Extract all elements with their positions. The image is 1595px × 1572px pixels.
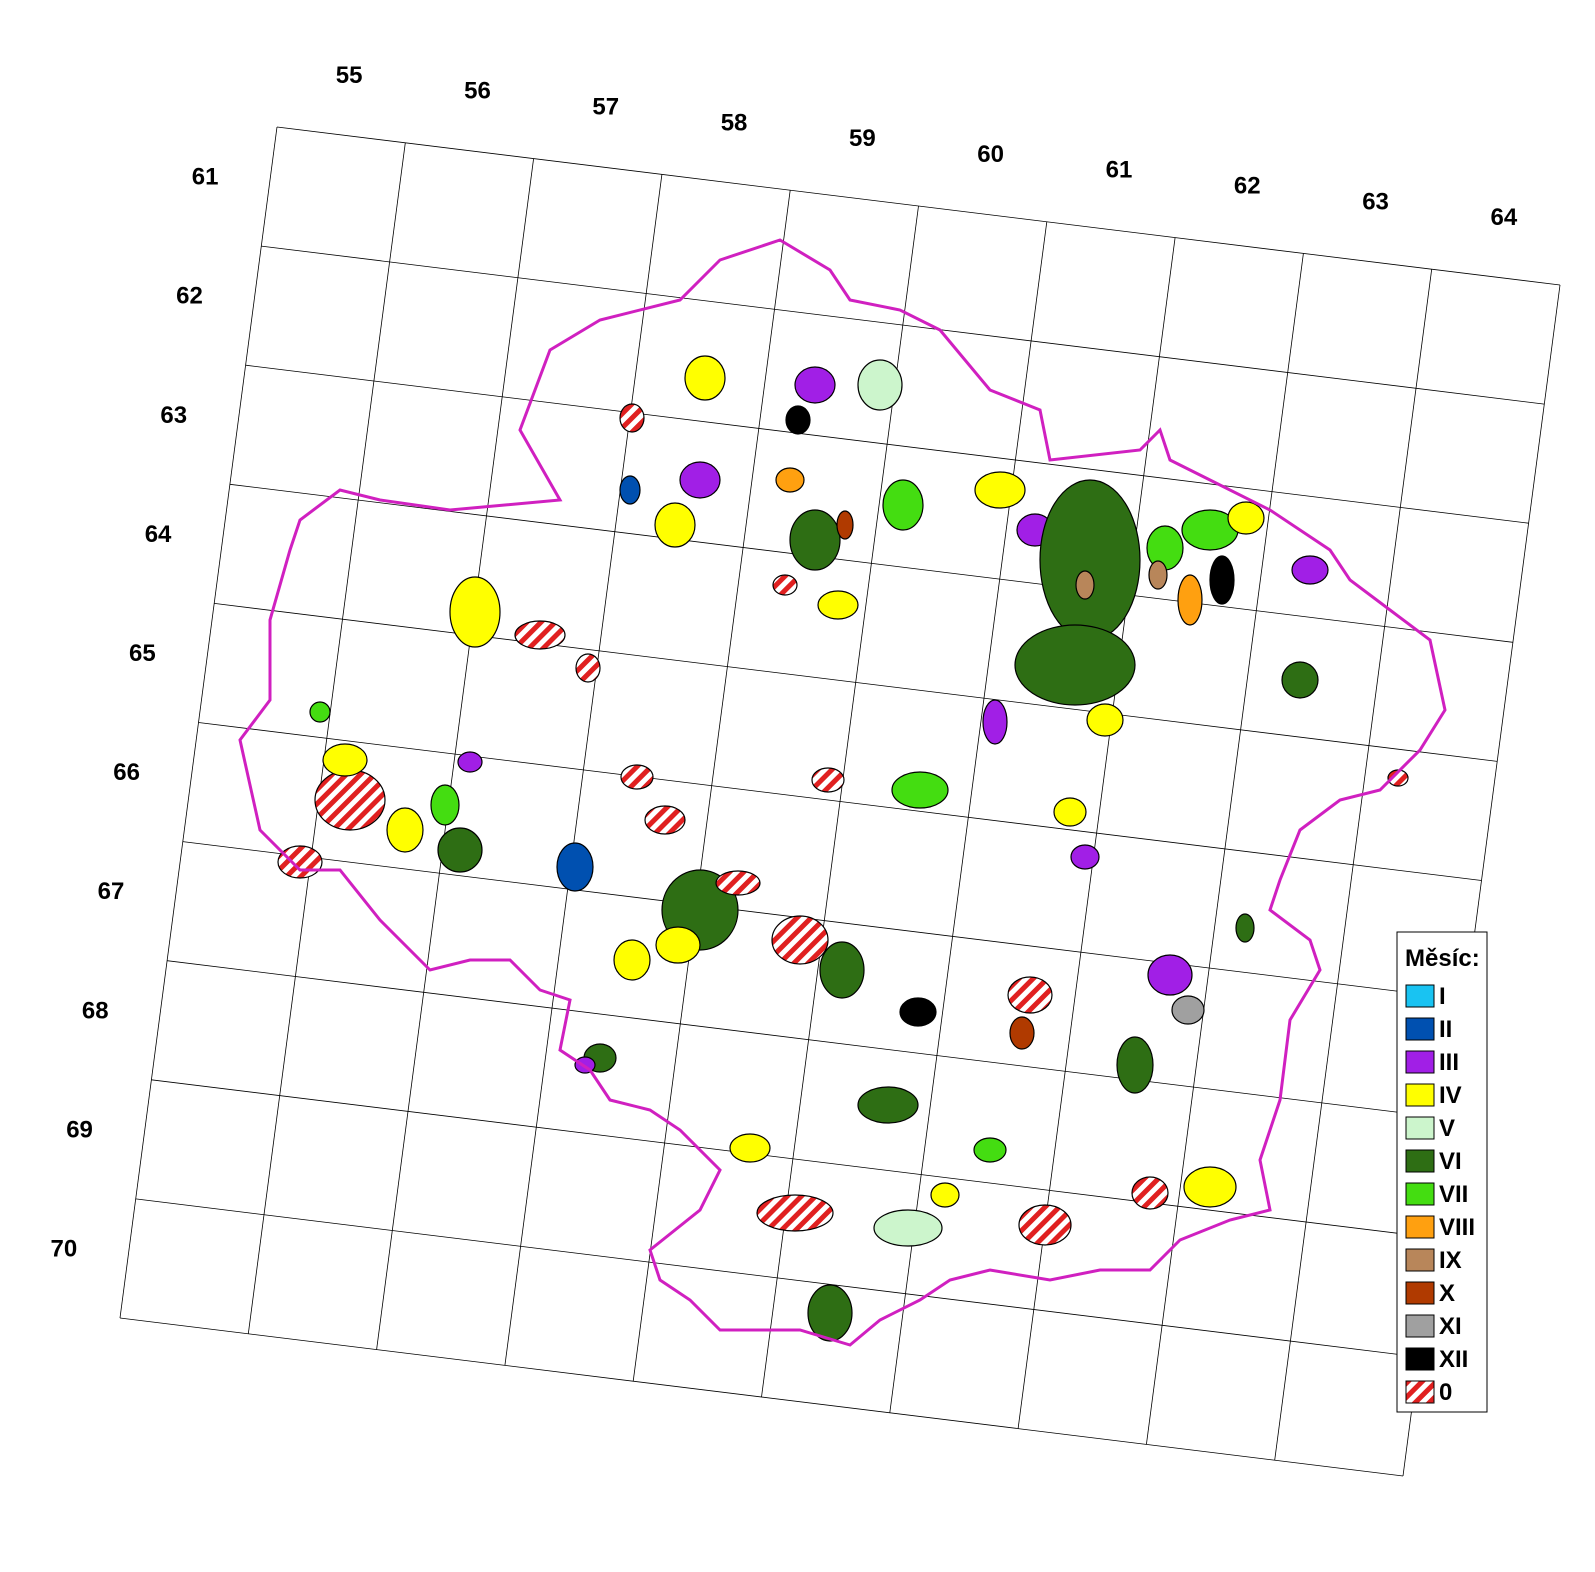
- grid-line: [167, 960, 1451, 1120]
- legend-swatch: [1405, 1083, 1435, 1107]
- row-label: 67: [98, 878, 125, 905]
- column-label: 56: [464, 78, 491, 105]
- row-label: 69: [66, 1116, 93, 1143]
- legend-swatch: [1405, 1182, 1435, 1206]
- legend-label: I: [1439, 983, 1446, 1010]
- grid-line: [214, 603, 1498, 762]
- legend-title: Měsíc:: [1405, 945, 1480, 972]
- legend-label: IV: [1439, 1082, 1462, 1109]
- row-label: 66: [113, 759, 140, 786]
- column-label: 62: [1234, 173, 1261, 200]
- legend-swatch: [1405, 1281, 1435, 1305]
- legend-label: VI: [1439, 1148, 1462, 1175]
- legend-label: X: [1439, 1280, 1455, 1307]
- grid-line: [119, 1317, 1404, 1477]
- legend-swatch: [1405, 1017, 1435, 1041]
- row-label: 70: [50, 1235, 77, 1262]
- grid-line: [229, 483, 1513, 643]
- legend-swatch: [1405, 1215, 1435, 1239]
- legend-label: IX: [1439, 1247, 1462, 1274]
- region-outline: [238, 238, 1447, 1347]
- legend-swatch: [1405, 1149, 1435, 1173]
- legend-label: XI: [1439, 1313, 1462, 1340]
- legend-swatch: [1405, 1050, 1435, 1074]
- row-label: 62: [176, 283, 203, 310]
- legend-label: II: [1439, 1016, 1452, 1043]
- legend-label: 0: [1439, 1379, 1452, 1406]
- column-label: 57: [592, 94, 619, 121]
- row-label: 61: [192, 164, 219, 191]
- legend-swatch: [1405, 1347, 1435, 1371]
- legend-swatch: [1405, 984, 1435, 1008]
- grid-line: [276, 126, 1561, 286]
- column-label: 58: [721, 109, 748, 136]
- column-label: 63: [1362, 188, 1389, 215]
- column-label: 61: [1106, 157, 1133, 184]
- legend-label: V: [1439, 1115, 1455, 1142]
- legend-label: XII: [1439, 1346, 1468, 1373]
- grid-line: [135, 1198, 1419, 1358]
- legend-swatch: [1405, 1380, 1435, 1404]
- grid-line: [151, 1079, 1435, 1239]
- legend-swatch: [1405, 1314, 1435, 1338]
- row-label: 64: [145, 521, 172, 548]
- legend-label: VII: [1439, 1181, 1468, 1208]
- district-patches: [277, 355, 1409, 1342]
- column-label: 59: [849, 125, 876, 152]
- grid-line: [245, 364, 1529, 524]
- row-label: 65: [129, 640, 156, 667]
- row-label: 63: [160, 402, 187, 429]
- legend-swatch: [1405, 1248, 1435, 1272]
- grid-line: [198, 722, 1482, 881]
- column-label: 55: [336, 62, 363, 89]
- column-label: 60: [977, 141, 1004, 168]
- grid-line: [182, 841, 1466, 1000]
- legend-swatch: [1405, 1116, 1435, 1140]
- legend-label: III: [1439, 1049, 1459, 1076]
- row-label: 68: [82, 997, 109, 1024]
- column-label: 64: [1490, 204, 1517, 231]
- grid-line: [261, 245, 1545, 405]
- legend-label: VIII: [1439, 1214, 1475, 1241]
